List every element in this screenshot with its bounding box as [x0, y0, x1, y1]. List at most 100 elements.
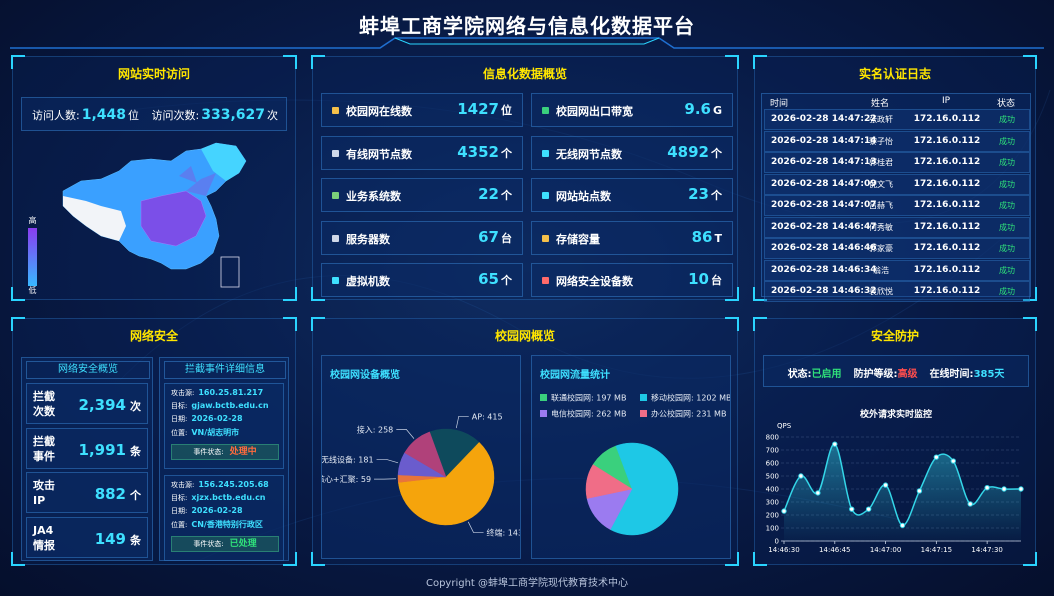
- overview-item: 虚拟机数 65 个: [321, 263, 523, 297]
- summary-value: 149 条: [95, 529, 141, 548]
- region: [179, 166, 216, 196]
- corner: [753, 287, 767, 301]
- summary-value: 2,394 次: [79, 395, 141, 414]
- corner: [283, 552, 297, 566]
- y-tick-label: 300: [766, 499, 779, 507]
- events-box: 拦截事件详细信息 攻击源: 160.25.81.217 目标: gjaw.bctb.ed…: [159, 357, 289, 561]
- y-tick-label: 600: [766, 460, 779, 468]
- table-cell: 成功: [999, 136, 1015, 146]
- region: [140, 190, 207, 247]
- summary-item: 攻击IP 882 个: [26, 472, 148, 513]
- legend-label: 办公校园网: 231 MB: [651, 409, 726, 419]
- field-label: 攻击源:: [171, 389, 195, 397]
- summary-value: 882 个: [95, 484, 141, 503]
- corner: [283, 317, 297, 331]
- data-point: [832, 441, 838, 447]
- field-label: 位置:: [171, 521, 188, 529]
- data-label: AP: 415: [472, 412, 503, 421]
- icon: [542, 234, 549, 242]
- legend-swatch: [540, 410, 547, 417]
- table-cell: 172.16.0.112: [913, 264, 981, 275]
- legend-label: 电信校园网: 262 MB: [551, 409, 626, 419]
- corner: [725, 317, 739, 331]
- field-label: 日期:: [171, 415, 188, 423]
- legend-label: 移动校园网: 1202 MB: [651, 393, 730, 403]
- field-label: 攻击源:: [171, 481, 195, 489]
- event-field: 位置: VN/胡志明市: [171, 427, 239, 438]
- value: 4892: [667, 142, 709, 161]
- summary-label: 拦截事件: [33, 434, 55, 463]
- field-value: xjzx.bctb.edu.cn: [191, 493, 266, 502]
- data-point: [798, 473, 804, 479]
- field-value: CN/香港特别行政区: [191, 520, 263, 529]
- item-label: 校园网出口带宽: [556, 105, 633, 118]
- item-label: 有线网节点数: [346, 147, 412, 161]
- corner: [1023, 552, 1037, 566]
- summary-box: 网络安全概览 拦截次数 2,394 次拦截事件 1,991 条攻击IP 882 个 JA4情报 1…: [21, 357, 153, 561]
- x-tick-label: 14:47:30: [971, 546, 1002, 554]
- data-point: [933, 454, 940, 460]
- corner: [311, 317, 325, 331]
- field-value: 156.245.205.68: [198, 480, 269, 489]
- sub-title: 拦截事件详细信息: [164, 361, 286, 379]
- data-point: [815, 490, 821, 496]
- status-value: 已启用: [811, 369, 842, 380]
- panel-title: 校园网概览: [494, 329, 555, 343]
- table-cell: 成功: [999, 179, 1015, 189]
- overview-item: 无线网节点数 4892 个: [531, 135, 733, 170]
- label-leader: [396, 429, 415, 439]
- pie-slice: [585, 464, 633, 499]
- table-cell: 2026-02-28 14:46:32: [771, 286, 877, 296]
- summary-item: JA4情报 149 条: [26, 516, 148, 558]
- sub-title: 网络安全概览: [26, 361, 150, 379]
- item-value: 65 个: [478, 269, 512, 288]
- stat: 访问人数: 1,448 位: [32, 107, 139, 123]
- event-status: 事件状态: 处理中: [171, 444, 279, 460]
- summary-label: JA4情报: [33, 523, 55, 552]
- event-status: 事件状态: 已处理: [171, 536, 279, 552]
- legend-swatch: [640, 410, 647, 417]
- pie-slice: [398, 441, 495, 526]
- legend-label: 高: [29, 215, 37, 225]
- table-row: 2026-02-28 14:47:14 黎子怡 172.16.0.112 成功: [764, 130, 1030, 152]
- item-value: 9.6 G: [684, 99, 722, 118]
- item-label: 网络安全设备数: [556, 275, 633, 288]
- summary-item: 拦截次数 2,394 次: [26, 383, 148, 424]
- chart-title: 校园网流量统计: [540, 370, 610, 381]
- event-field: 日期: 2026-02-28: [171, 414, 243, 424]
- data-point: [984, 485, 990, 491]
- table-cell: 成功: [999, 287, 1015, 296]
- event-field: 攻击源: 156.245.205.68: [171, 480, 269, 490]
- unit: 台: [501, 231, 512, 245]
- field-label: 目标:: [171, 402, 188, 410]
- status-value: 已处理: [229, 539, 257, 549]
- copyright: Copyright @蚌埠工商学院现代教育技术中心: [425, 578, 629, 589]
- corner: [1023, 317, 1037, 331]
- value: 86: [691, 227, 713, 246]
- table-row: 2026-02-28 14:46:32 袁欣悦 172.16.0.112 成功: [764, 281, 1030, 302]
- islands-box: [220, 256, 240, 288]
- table-cell: 2026-02-28 14:47:13: [771, 157, 877, 167]
- value: 149: [94, 529, 126, 548]
- event: 攻击源: 160.25.81.217 目标: gjaw.bctb.edu.cn 日期: 2…: [164, 383, 284, 469]
- event-field: 攻击源: 160.25.81.217: [171, 388, 263, 398]
- overview-item: 网络安全设备数 10 台: [531, 263, 733, 297]
- panel-title: 网站实时访问: [117, 67, 190, 81]
- table-cell: 172.16.0.112: [913, 178, 981, 189]
- corner: [753, 317, 767, 331]
- map-shapes: [62, 142, 247, 288]
- overview-item: 服务器数 67 台: [321, 220, 523, 255]
- chart-box: 校园网流量统计 联通校园网: 197 MB 移动校园网: 1202 MB 电信校园网:…: [531, 355, 731, 559]
- corner: [753, 552, 767, 566]
- table-cell: 张政轩: [869, 115, 893, 124]
- chart: 校外请求实时监控 QPS 0 100 200 300 400 500 600 700 800 14:4…: [766, 408, 1024, 554]
- unit: 位: [501, 104, 512, 117]
- field-value: 160.25.81.217: [198, 388, 264, 397]
- value: 2,394: [78, 396, 126, 414]
- data-label: 终端: 1430: [487, 528, 520, 538]
- icon: [542, 107, 549, 114]
- event-field: 目标: gjaw.bctb.edu.cn: [171, 401, 269, 411]
- table-cell: 郭桂君: [869, 158, 893, 167]
- corner: [11, 287, 25, 301]
- table-row: 2026-02-28 14:47:07 吕赫飞 172.16.0.112 成功: [764, 195, 1030, 216]
